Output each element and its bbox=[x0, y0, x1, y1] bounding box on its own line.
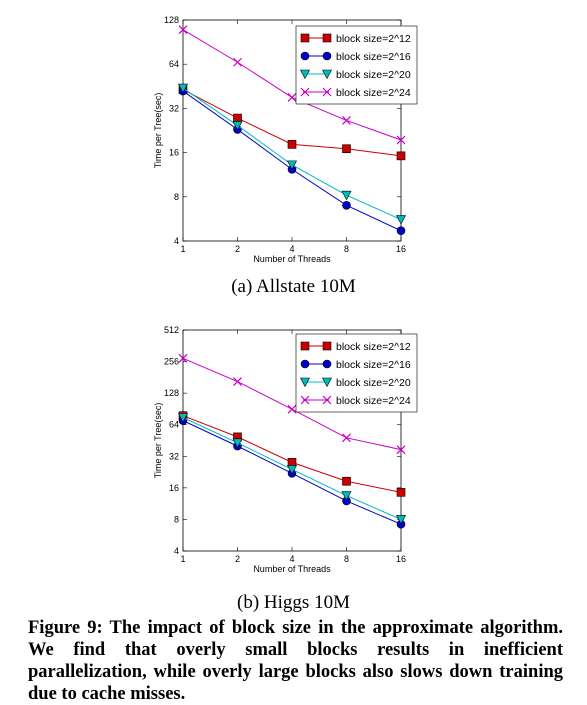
allstate-chart: 4 8 16 32 64 128 1 2 4 8 16 Number of Threads Time p… bbox=[153, 15, 418, 264]
higgs-legend-marker-start bbox=[300, 395, 310, 405]
higgs-xtick-label: 8 bbox=[344, 554, 349, 564]
higgs-xtick-label: 16 bbox=[396, 554, 406, 564]
higgs-legend-marker-start bbox=[300, 359, 310, 369]
higgs-ytick-label: 4 bbox=[174, 546, 179, 556]
allstate-series-3-point bbox=[233, 57, 242, 67]
higgs-series-2-point bbox=[396, 515, 406, 525]
allstate-legend-marker-end bbox=[322, 69, 332, 80]
allstate-series-3-point bbox=[396, 135, 406, 145]
allstate-legend-marker-start bbox=[300, 69, 310, 80]
higgs-yaxis-label: Time per Tree(sec) bbox=[153, 403, 163, 479]
allstate-xtick-label: 8 bbox=[344, 244, 349, 254]
allstate-series-1-point bbox=[342, 201, 351, 210]
subcaption-higgs: (b) Higgs 10M bbox=[237, 592, 350, 613]
higgs-legend-marker-end bbox=[322, 341, 332, 351]
allstate-legend-label: block size=2^20 bbox=[336, 69, 411, 81]
allstate-xtick-label: 16 bbox=[396, 244, 406, 254]
higgs-series-2-point bbox=[178, 413, 188, 423]
higgs-legend-label: block size=2^20 bbox=[336, 377, 411, 389]
allstate-ytick-label: 16 bbox=[169, 148, 179, 158]
allstate-series-2-point bbox=[232, 121, 243, 131]
higgs-legend-marker-end bbox=[322, 395, 332, 405]
higgs-series-0-point bbox=[396, 488, 406, 497]
allstate-series-0-point bbox=[287, 140, 297, 149]
allstate-ytick-label: 32 bbox=[169, 103, 179, 113]
allstate-series-2-point bbox=[287, 160, 297, 171]
higgs-series-3-point bbox=[287, 404, 297, 414]
higgs-series-3-point bbox=[342, 433, 351, 443]
allstate-ytick-label: 64 bbox=[169, 59, 179, 69]
allstate-series-2-point bbox=[396, 215, 406, 225]
allstate-series-3-point bbox=[287, 93, 297, 102]
allstate-xtick-label: 2 bbox=[235, 244, 240, 254]
allstate-series-0-point bbox=[396, 151, 406, 161]
allstate-series-0-point bbox=[233, 113, 242, 123]
allstate-xtick-label: 1 bbox=[180, 244, 185, 254]
higgs-ytick-label: 128 bbox=[164, 388, 179, 398]
higgs-legend-label: block size=2^24 bbox=[336, 395, 411, 407]
allstate-series-1-point bbox=[396, 226, 406, 236]
subcaption-allstate: (a) Allstate 10M bbox=[231, 276, 356, 297]
higgs-legend-label: block size=2^16 bbox=[336, 359, 411, 371]
higgs-series-2-point bbox=[341, 491, 352, 501]
higgs-xtick-label: 2 bbox=[235, 554, 240, 564]
higgs-xtick-label: 4 bbox=[289, 554, 294, 564]
allstate-legend-marker-end bbox=[322, 51, 332, 61]
allstate-xtick-label: 4 bbox=[289, 244, 294, 254]
higgs-ytick-label: 64 bbox=[169, 420, 179, 430]
higgs-legend-marker-start bbox=[300, 377, 310, 388]
allstate-legend-box bbox=[295, 25, 418, 105]
higgs-ytick-label: 32 bbox=[169, 451, 179, 461]
higgs-ytick-label: 256 bbox=[164, 357, 179, 367]
allstate-yaxis-label: Time per Tree(sec) bbox=[153, 93, 163, 169]
allstate-series-2-point bbox=[178, 83, 188, 94]
higgs-ytick-label: 16 bbox=[169, 483, 179, 493]
higgs-chart: 4 8 16 32 64 128 256 512 1 2 4 8 16 Number of Threads… bbox=[153, 325, 418, 574]
allstate-ytick-label: 4 bbox=[174, 236, 179, 246]
higgs-ytick-label: 8 bbox=[174, 514, 179, 524]
higgs-legend-marker-end bbox=[322, 359, 332, 369]
allstate-legend-marker-end bbox=[322, 33, 332, 43]
allstate-xaxis-label: Number of Threads bbox=[253, 254, 331, 264]
allstate-legend-label: block size=2^16 bbox=[336, 51, 411, 63]
higgs-series-2-point bbox=[287, 465, 297, 475]
allstate-legend-marker-end bbox=[322, 87, 332, 97]
allstate-legend-label: block size=2^24 bbox=[336, 87, 411, 99]
higgs-ytick-label: 512 bbox=[164, 325, 179, 335]
allstate-series-2-point bbox=[341, 190, 352, 201]
higgs-series-2-point bbox=[232, 438, 243, 448]
higgs-series-0-point bbox=[342, 476, 351, 486]
allstate-series-line-2 bbox=[182, 87, 402, 221]
allstate-legend-label: block size=2^12 bbox=[336, 33, 411, 45]
higgs-series-3-point bbox=[396, 445, 406, 455]
higgs-series-3-point bbox=[178, 353, 188, 363]
higgs-legend-label: block size=2^12 bbox=[336, 341, 411, 353]
figure-caption: Figure 9: The impact of block size in th… bbox=[28, 618, 563, 704]
allstate-series-3-point bbox=[178, 25, 188, 35]
allstate-legend-marker-start bbox=[300, 51, 310, 61]
higgs-legend-marker-end bbox=[322, 377, 332, 388]
allstate-legend-marker-start bbox=[300, 33, 310, 43]
higgs-series-line-0 bbox=[182, 415, 402, 493]
higgs-legend-marker-start bbox=[300, 341, 310, 351]
allstate-ytick-label: 128 bbox=[164, 15, 179, 25]
higgs-legend-box bbox=[295, 333, 418, 413]
allstate-legend-marker-start bbox=[300, 87, 310, 97]
allstate-series-0-point bbox=[342, 144, 351, 154]
higgs-xaxis-label: Number of Threads bbox=[253, 564, 331, 574]
allstate-series-3-point bbox=[342, 116, 351, 125]
allstate-ytick-label: 8 bbox=[174, 192, 179, 202]
higgs-series-3-point bbox=[233, 377, 242, 387]
higgs-xtick-label: 1 bbox=[180, 554, 185, 564]
